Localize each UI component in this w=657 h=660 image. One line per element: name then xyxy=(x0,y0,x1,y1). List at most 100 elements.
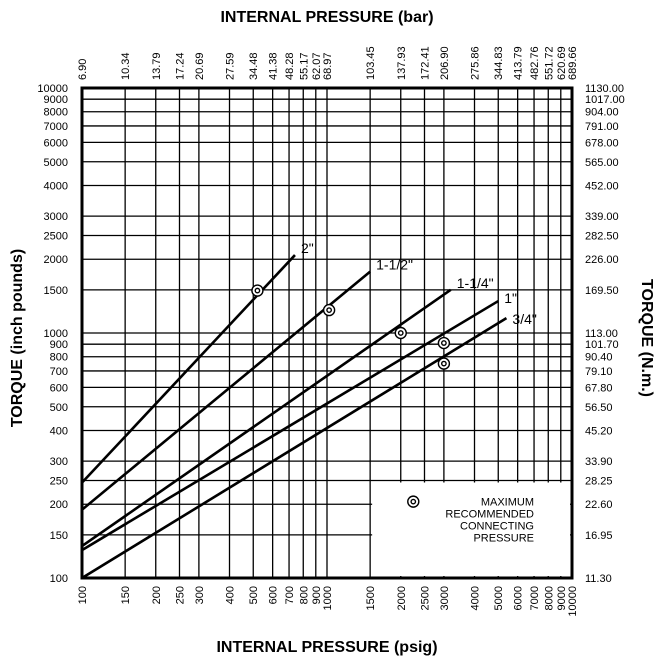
series-line xyxy=(81,299,499,552)
y-tick-label: 7000 xyxy=(44,121,68,133)
right-y-axis-title: TORQUE (N.m.) xyxy=(638,279,655,397)
x-tick-label: 800 xyxy=(298,586,310,604)
x-tick-label: 700 xyxy=(284,586,296,604)
y-tick-label: 250 xyxy=(50,476,68,488)
y-tick-label: 2000 xyxy=(44,254,68,266)
right-y-tick-label: 28.25 xyxy=(585,476,613,488)
y-tick-label: 800 xyxy=(50,352,68,364)
right-y-tick-label: 113.00 xyxy=(585,328,618,340)
y-tick-label: 9000 xyxy=(44,94,68,106)
right-y-tick-label: 101.70 xyxy=(585,339,619,351)
x-tick-label: 10000 xyxy=(567,586,579,617)
right-y-tick-label: 67.80 xyxy=(585,382,613,394)
x-tick-label: 5000 xyxy=(493,586,505,610)
y-tick-label: 10000 xyxy=(37,83,68,95)
right-y-tick-label: 56.50 xyxy=(585,402,613,414)
top-x-tick-label: 689.66 xyxy=(567,46,579,80)
top-x-tick-label: 206.90 xyxy=(439,46,451,80)
x-tick-label: 600 xyxy=(268,586,280,604)
max-pressure-marker-inner xyxy=(440,360,447,367)
right-y-tick-label: 22.60 xyxy=(585,499,613,511)
y-tick-label: 400 xyxy=(50,425,68,437)
legend-text-line: MAXIMUM xyxy=(481,497,534,509)
top-x-tick-label: 344.83 xyxy=(493,46,505,80)
x-tick-label: 2500 xyxy=(419,586,431,610)
right-y-tick-label: 282.50 xyxy=(585,231,619,243)
right-y-tick-label: 1130.00 xyxy=(585,83,624,95)
max-pressure-marker-inner xyxy=(326,307,333,314)
x-tick-label: 500 xyxy=(248,586,260,604)
right-y-tick-label: 45.20 xyxy=(585,425,613,437)
top-x-tick-label: 13.79 xyxy=(151,52,163,80)
top-x-tick-label: 48.28 xyxy=(284,52,296,80)
y-tick-label: 600 xyxy=(50,382,68,394)
series-layer: 2" 1-1/2" 1-1/4" 1" 3/4" xyxy=(81,240,537,580)
right-y-tick-label: 16.95 xyxy=(585,530,613,542)
y-tick-label: 700 xyxy=(50,366,68,378)
y-tick-label: 2500 xyxy=(44,231,68,243)
top-x-axis-title: INTERNAL PRESSURE (bar) xyxy=(220,9,433,26)
series-label: 2" xyxy=(301,240,314,256)
y-tick-label: 900 xyxy=(50,339,68,351)
x-tick-label: 4000 xyxy=(470,586,482,610)
x-tick-label: 3000 xyxy=(439,586,451,610)
legend-box xyxy=(372,482,570,576)
top-x-tick-label: 103.45 xyxy=(365,46,377,80)
right-y-tick-label: 79.10 xyxy=(585,366,613,378)
top-x-tick-label: 55.17 xyxy=(298,52,310,80)
right-y-tick-label: 904.00 xyxy=(585,107,619,119)
right-y-tick-label: 565.00 xyxy=(585,157,619,169)
series-label: 1-1/2" xyxy=(376,257,413,273)
y-tick-label: 1500 xyxy=(44,285,68,297)
y-tick-label: 3000 xyxy=(44,211,68,223)
right-y-tick-label: 1017.00 xyxy=(585,94,625,106)
x-tick-label: 6000 xyxy=(513,586,525,610)
y-tick-label: 150 xyxy=(50,530,68,542)
right-y-tick-label: 339.00 xyxy=(585,211,619,223)
right-y-tick-label: 90.40 xyxy=(585,352,613,364)
y-tick-label: 1000 xyxy=(44,328,68,340)
top-x-tick-label: 27.59 xyxy=(225,52,237,80)
x-tick-label: 1500 xyxy=(365,586,377,610)
x-tick-label: 300 xyxy=(194,586,206,604)
top-x-tick-label: 482.76 xyxy=(529,46,541,80)
legend-text-line: CONNECTING xyxy=(460,521,534,533)
x-tick-label: 150 xyxy=(120,586,132,604)
series-line xyxy=(81,270,371,511)
y-tick-label: 100 xyxy=(50,573,68,585)
max-pressure-marker-inner xyxy=(397,330,404,336)
y-tick-label: 300 xyxy=(50,456,68,468)
top-x-tick-label: 275.86 xyxy=(470,46,482,80)
plot-frame xyxy=(80,86,574,580)
legend-text-line: RECOMMENDED xyxy=(445,509,534,521)
x-tick-label: 200 xyxy=(151,586,163,604)
series-line xyxy=(81,317,508,580)
top-x-tick-label: 172.41 xyxy=(419,46,431,80)
right-y-tick-label: 678.00 xyxy=(585,137,619,149)
top-x-tick-label: 68.97 xyxy=(322,52,334,80)
top-x-tick-label: 620.69 xyxy=(556,46,568,80)
x-tick-label: 1000 xyxy=(322,586,334,610)
y-tick-label: 4000 xyxy=(44,180,68,192)
top-x-tick-label: 62.07 xyxy=(311,52,323,80)
top-x-tick-label: 17.24 xyxy=(174,52,186,80)
series-label: 3/4" xyxy=(512,311,536,327)
x-tick-label: 9000 xyxy=(556,586,568,610)
y-tick-label: 5000 xyxy=(44,157,68,169)
right-y-tick-label: 169.50 xyxy=(585,285,619,297)
series-label: 1-1/4" xyxy=(457,275,494,291)
right-y-tick-label: 452.00 xyxy=(585,180,619,192)
y-tick-label: 8000 xyxy=(44,107,68,119)
x-tick-label: 900 xyxy=(311,586,323,604)
top-x-tick-label: 6.90 xyxy=(77,59,89,80)
x-tick-label: 250 xyxy=(174,586,186,604)
y-tick-label: 200 xyxy=(50,499,68,511)
right-y-tick-label: 791.00 xyxy=(585,121,619,133)
right-y-tick-label: 226.00 xyxy=(585,254,619,266)
legend-marker-inner xyxy=(410,498,417,505)
tick-labels-layer: 100 150 200 250 300 400 500 600 700 800 900 1000 150… xyxy=(37,46,624,616)
top-x-tick-label: 34.48 xyxy=(248,52,260,80)
series-label: 1" xyxy=(504,290,517,306)
